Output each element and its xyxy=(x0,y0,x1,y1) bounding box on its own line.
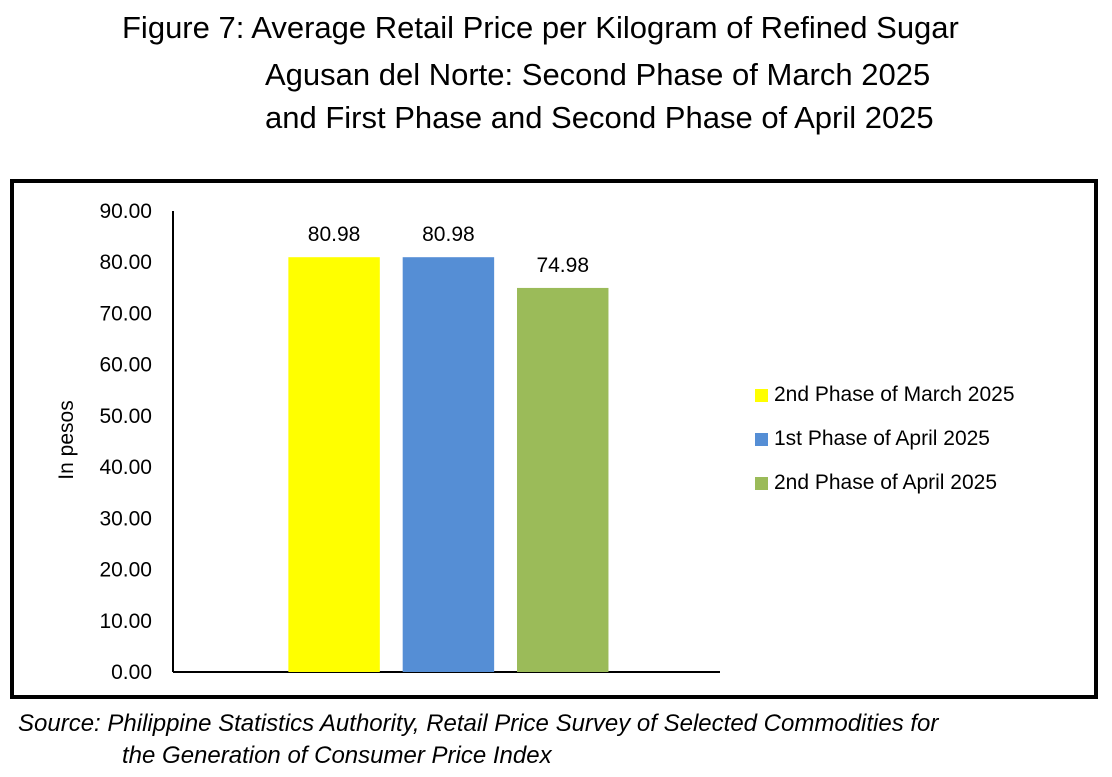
chart-title-line-3: and First Phase and Second Phase of Apri… xyxy=(265,100,934,135)
y-tick-label: 70.00 xyxy=(99,302,152,325)
legend-item-march-phase-2: 2nd Phase of March 2025 xyxy=(755,383,1015,406)
y-tick-label: 0.00 xyxy=(111,661,152,684)
source-line-1: Source: Philippine Statistics Authority,… xyxy=(18,710,939,737)
legend-item-april-phase-1: 1st Phase of April 2025 xyxy=(755,427,1015,450)
bars xyxy=(288,257,609,672)
chart-title-line-2: Agusan del Norte: Second Phase of March … xyxy=(265,57,931,92)
legend-swatch-march-phase-2 xyxy=(755,388,768,402)
legend-label-april-phase-1: 1st Phase of April 2025 xyxy=(774,427,990,450)
y-tick-label: 50.00 xyxy=(99,405,152,428)
y-tick-label: 20.00 xyxy=(99,559,152,582)
y-tick-label: 60.00 xyxy=(99,354,152,377)
legend-swatch-april-phase-2 xyxy=(755,476,768,490)
source-line-2: the Generation of Consumer Price Index xyxy=(122,742,552,769)
legend-label-april-phase-2: 2nd Phase of April 2025 xyxy=(774,471,998,494)
chart-title-line-1: Figure 7: Average Retail Price per Kilog… xyxy=(122,10,959,45)
y-tick-label: 10.00 xyxy=(99,610,152,633)
legend-swatch-april-phase-1 xyxy=(755,432,768,446)
bar-3 xyxy=(517,287,609,672)
data-label-2: 80.98 xyxy=(422,223,475,246)
bar-2 xyxy=(402,257,495,672)
legend: 2nd Phase of March 2025 1st Phase of Apr… xyxy=(755,383,1015,516)
data-label-1: 80.98 xyxy=(308,223,361,246)
bar-1 xyxy=(288,257,380,672)
legend-label-march-phase-2: 2nd Phase of March 2025 xyxy=(774,383,1015,406)
chart-frame xyxy=(10,179,1098,699)
y-tick-label: 80.00 xyxy=(99,251,152,274)
data-labels: 80.98 80.98 74.98 xyxy=(308,223,589,277)
y-tick-label: 90.00 xyxy=(99,200,152,223)
y-tick-label: 40.00 xyxy=(99,456,152,479)
legend-item-april-phase-2: 2nd Phase of April 2025 xyxy=(755,471,1015,494)
data-label-3: 74.98 xyxy=(536,254,589,277)
y-axis: 0.00 10.00 20.00 30.00 40.00 50.00 60.00 70.00 8… xyxy=(99,200,720,684)
y-axis-title: In pesos xyxy=(55,400,78,479)
y-tick-label: 30.00 xyxy=(99,507,152,530)
source-note: Source: Philippine Statistics Authority,… xyxy=(18,708,938,772)
